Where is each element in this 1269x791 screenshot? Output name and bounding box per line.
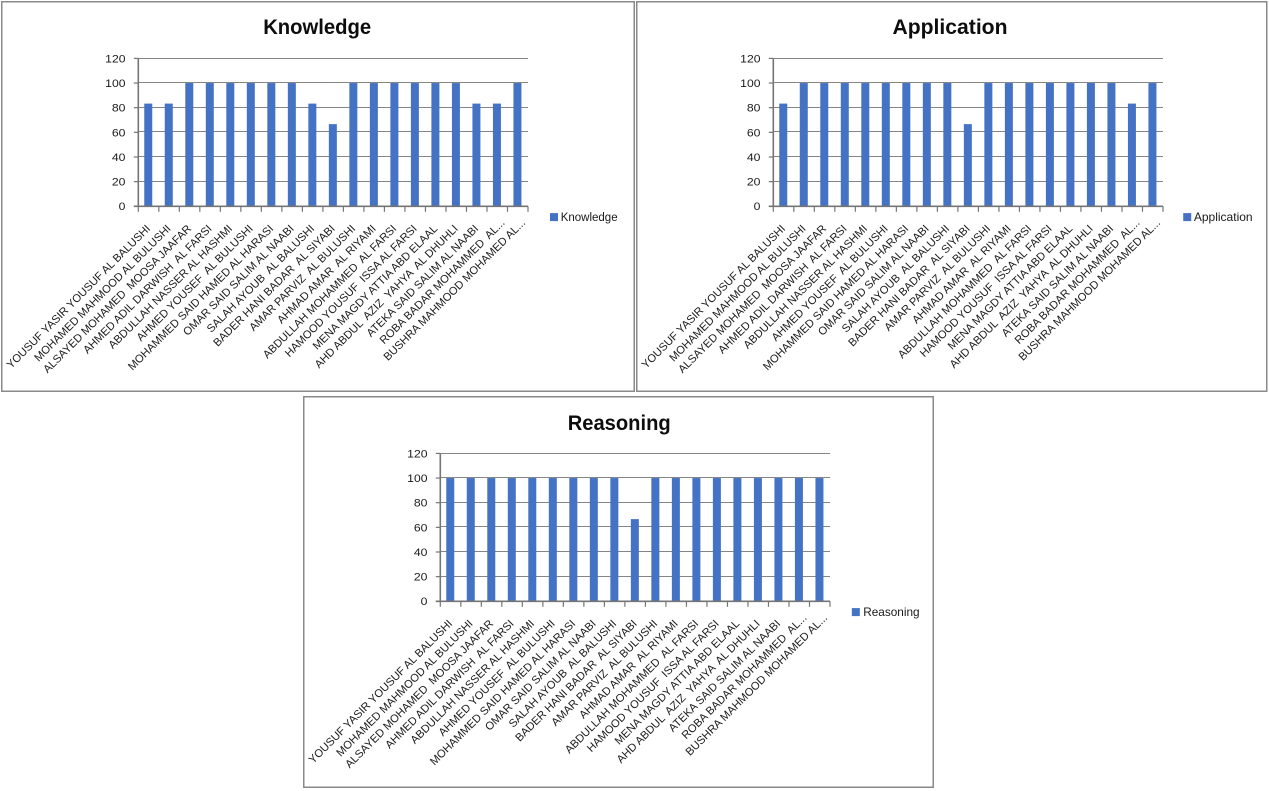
- svg-text:100: 100: [105, 78, 125, 90]
- svg-text:120: 120: [105, 53, 125, 65]
- svg-text:120: 120: [407, 448, 427, 460]
- svg-text:0: 0: [119, 201, 126, 213]
- svg-text:80: 80: [414, 498, 428, 510]
- svg-text:Knowledge: Knowledge: [263, 16, 371, 39]
- svg-text:60: 60: [414, 522, 428, 534]
- svg-text:80: 80: [747, 103, 761, 115]
- svg-text:80: 80: [112, 103, 126, 115]
- svg-text:20: 20: [747, 177, 761, 189]
- svg-text:120: 120: [740, 53, 760, 65]
- svg-text:40: 40: [414, 547, 428, 559]
- svg-text:0: 0: [421, 596, 428, 608]
- svg-text:20: 20: [414, 572, 428, 584]
- svg-text:Application: Application: [893, 16, 1008, 39]
- svg-text:0: 0: [754, 201, 761, 213]
- svg-text:40: 40: [747, 152, 761, 164]
- svg-text:Reasoning: Reasoning: [863, 605, 919, 619]
- svg-text:20: 20: [112, 177, 126, 189]
- svg-text:Application: Application: [1194, 210, 1253, 224]
- svg-text:Reasoning: Reasoning: [568, 412, 671, 435]
- svg-text:Knowledge: Knowledge: [561, 212, 618, 224]
- svg-text:100: 100: [407, 473, 427, 485]
- svg-text:60: 60: [747, 127, 761, 139]
- svg-text:60: 60: [112, 127, 126, 139]
- svg-text:100: 100: [740, 78, 760, 90]
- svg-text:40: 40: [112, 152, 126, 164]
